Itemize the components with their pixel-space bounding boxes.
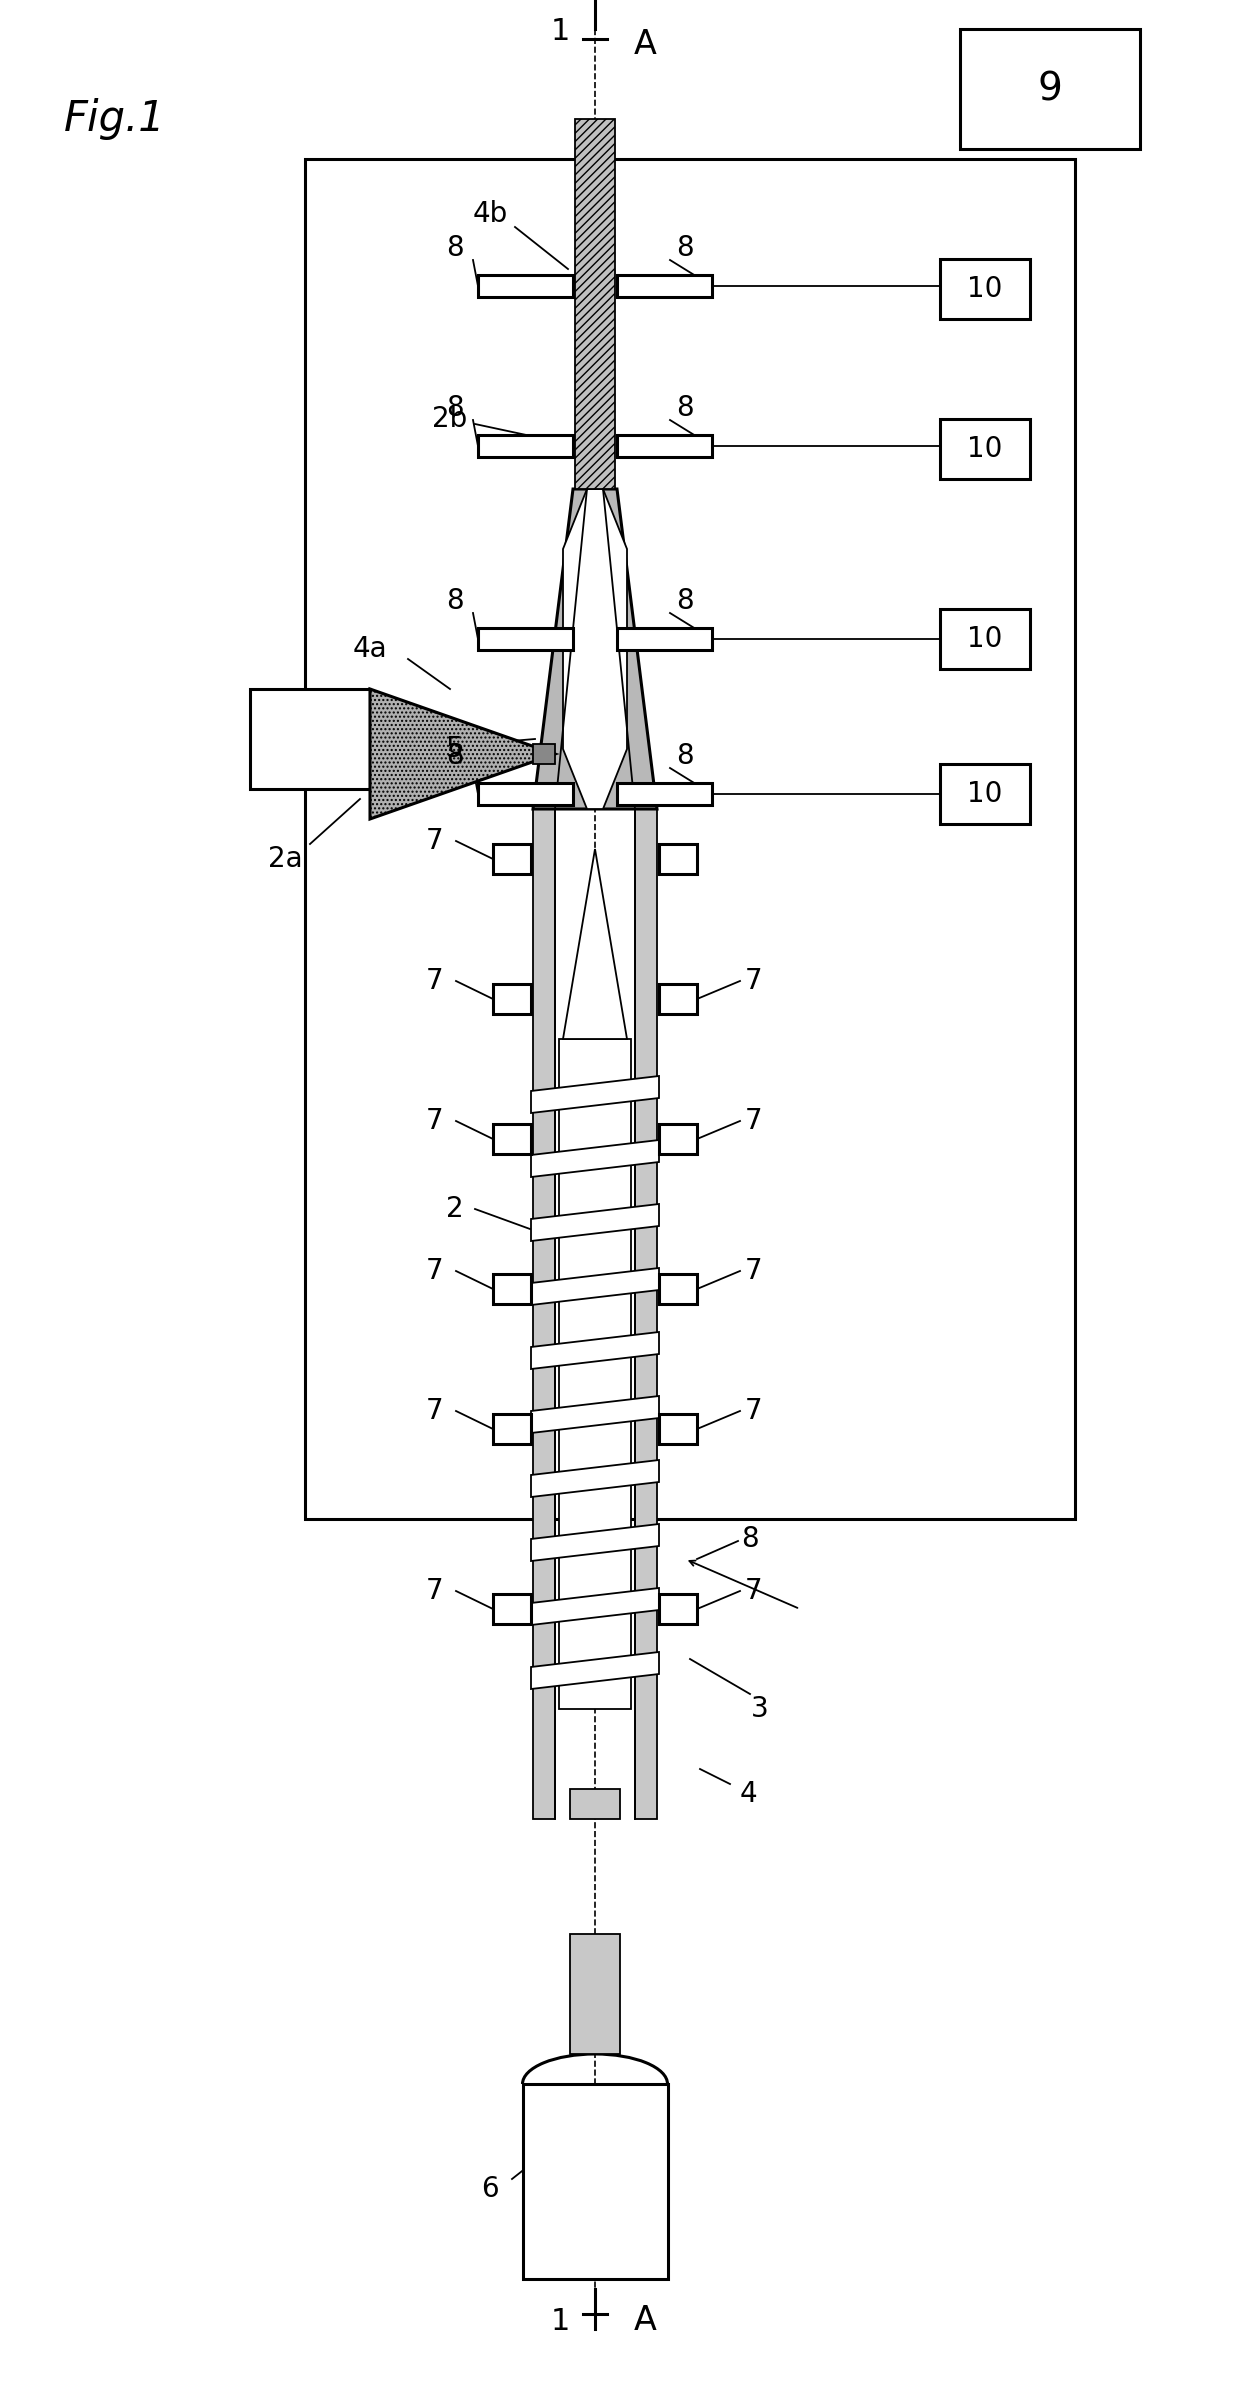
Text: 8: 8 (446, 394, 464, 423)
Text: 10: 10 (967, 435, 1003, 463)
Text: 7: 7 (427, 827, 444, 855)
Bar (533, 810, 556, 1818)
Text: 7: 7 (745, 1106, 763, 1135)
Bar (494, 1593, 531, 1625)
Bar (618, 275, 712, 296)
Bar (658, 843, 697, 874)
Bar (658, 984, 697, 1013)
Text: 7: 7 (427, 1257, 444, 1285)
Text: 8: 8 (742, 1524, 759, 1553)
Text: 10: 10 (967, 779, 1003, 807)
Bar (494, 1414, 531, 1443)
Text: 6: 6 (481, 2174, 498, 2203)
Text: 8: 8 (446, 234, 464, 263)
Bar (559, 1039, 631, 1708)
Bar (250, 688, 370, 788)
Polygon shape (531, 1204, 658, 1240)
Polygon shape (531, 1395, 658, 1433)
Text: Fig.1: Fig.1 (64, 98, 166, 141)
Text: 2: 2 (446, 1194, 464, 1223)
Bar (658, 1123, 697, 1154)
Text: 4a: 4a (352, 635, 387, 664)
Bar (618, 628, 712, 650)
Text: 2a: 2a (268, 846, 303, 872)
Polygon shape (370, 688, 556, 819)
Text: 7: 7 (745, 968, 763, 994)
Bar (618, 784, 712, 805)
Text: A: A (634, 2305, 656, 2336)
Bar (940, 258, 1030, 320)
Bar (570, 1935, 620, 2055)
Text: 3: 3 (751, 1696, 769, 1722)
Text: 9: 9 (1038, 69, 1063, 108)
Bar (477, 784, 573, 805)
Bar (658, 1593, 697, 1625)
Bar (533, 743, 556, 764)
Text: 1: 1 (551, 2305, 569, 2336)
Text: 10: 10 (967, 275, 1003, 303)
Text: 10: 10 (967, 626, 1003, 652)
Text: 8: 8 (446, 588, 464, 614)
Polygon shape (531, 1333, 658, 1369)
Bar (940, 764, 1030, 824)
Text: 7: 7 (427, 968, 444, 994)
Polygon shape (563, 490, 627, 810)
Text: 7: 7 (427, 1106, 444, 1135)
Bar (635, 810, 657, 1818)
Bar (494, 843, 531, 874)
Polygon shape (531, 1460, 658, 1498)
Bar (477, 275, 573, 296)
Bar (960, 29, 1140, 148)
Text: 8: 8 (676, 234, 694, 263)
Bar (575, 119, 615, 490)
Bar (522, 2083, 667, 2279)
Bar (494, 984, 531, 1013)
Text: 1: 1 (551, 17, 569, 45)
Bar (570, 1789, 620, 1818)
Text: 8: 8 (676, 394, 694, 423)
Polygon shape (531, 1524, 658, 1560)
Polygon shape (531, 1075, 658, 1113)
Bar (494, 1123, 531, 1154)
Text: 8: 8 (446, 743, 464, 769)
Bar (494, 1273, 531, 1304)
Bar (477, 435, 573, 456)
Text: A: A (634, 29, 656, 60)
Text: 8: 8 (676, 588, 694, 614)
Bar (618, 435, 712, 456)
Text: 8: 8 (676, 743, 694, 769)
Text: 7: 7 (745, 1398, 763, 1424)
Bar (940, 418, 1030, 480)
Polygon shape (531, 1140, 658, 1178)
Text: 2b: 2b (433, 406, 467, 432)
Text: 4b: 4b (472, 201, 507, 227)
Polygon shape (563, 848, 627, 1039)
Bar (658, 1414, 697, 1443)
Polygon shape (531, 1589, 658, 1625)
Text: 7: 7 (427, 1398, 444, 1424)
Text: 7: 7 (745, 1257, 763, 1285)
Polygon shape (531, 1653, 658, 1689)
Text: 5: 5 (446, 736, 464, 762)
Bar (305, 160, 1075, 1519)
Bar (658, 1273, 697, 1304)
Text: 7: 7 (427, 1577, 444, 1605)
Polygon shape (533, 490, 657, 810)
Text: 7: 7 (745, 1577, 763, 1605)
Bar (477, 628, 573, 650)
Bar (940, 609, 1030, 669)
Polygon shape (531, 1269, 658, 1304)
Text: 4: 4 (739, 1780, 756, 1808)
